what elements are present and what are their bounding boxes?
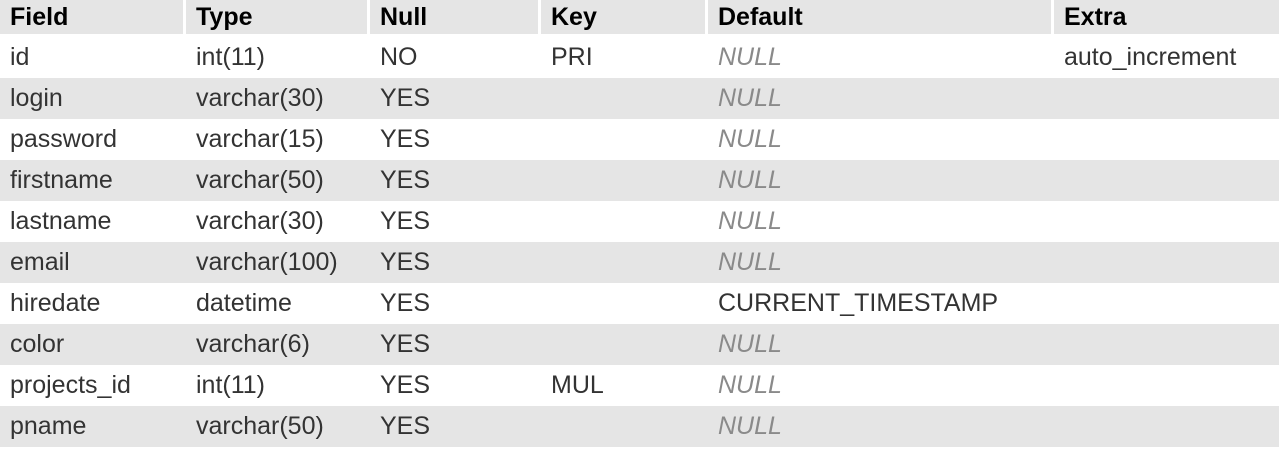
table-row: projects_id int(11) YES MUL NULL xyxy=(0,365,1279,406)
column-header-null: Null xyxy=(370,0,541,37)
cell-extra xyxy=(1054,324,1279,365)
cell-null: YES xyxy=(370,242,541,283)
column-header-default: Default xyxy=(708,0,1054,37)
table-body: id int(11) NO PRI NULL auto_increment login var… xyxy=(0,37,1279,447)
cell-field: pname xyxy=(0,406,186,447)
cell-field: login xyxy=(0,78,186,119)
cell-type: int(11) xyxy=(186,365,370,406)
cell-field: id xyxy=(0,37,186,78)
cell-null: YES xyxy=(370,119,541,160)
column-header-type: Type xyxy=(186,0,370,37)
cell-type: varchar(100) xyxy=(186,242,370,283)
cell-extra xyxy=(1054,242,1279,283)
cell-default: NULL xyxy=(708,365,1054,406)
cell-default: NULL xyxy=(708,242,1054,283)
cell-field: lastname xyxy=(0,201,186,242)
cell-extra xyxy=(1054,365,1279,406)
cell-null: YES xyxy=(370,365,541,406)
cell-type: datetime xyxy=(186,283,370,324)
cell-type: int(11) xyxy=(186,37,370,78)
table-row: email varchar(100) YES NULL xyxy=(0,242,1279,283)
header-row: Field Type Null Key Default Extra xyxy=(0,0,1279,37)
cell-default: NULL xyxy=(708,37,1054,78)
cell-extra xyxy=(1054,283,1279,324)
table-row: lastname varchar(30) YES NULL xyxy=(0,201,1279,242)
cell-null: YES xyxy=(370,78,541,119)
cell-type: varchar(15) xyxy=(186,119,370,160)
cell-key xyxy=(541,406,708,447)
cell-type: varchar(50) xyxy=(186,160,370,201)
cell-key: PRI xyxy=(541,37,708,78)
column-header-key: Key xyxy=(541,0,708,37)
cell-extra xyxy=(1054,201,1279,242)
cell-key xyxy=(541,160,708,201)
table-row: hiredate datetime YES CURRENT_TIMESTAMP xyxy=(0,283,1279,324)
cell-null: YES xyxy=(370,324,541,365)
cell-default: NULL xyxy=(708,119,1054,160)
cell-null: YES xyxy=(370,406,541,447)
cell-default: NULL xyxy=(708,160,1054,201)
cell-extra xyxy=(1054,119,1279,160)
cell-default: NULL xyxy=(708,78,1054,119)
cell-key: MUL xyxy=(541,365,708,406)
cell-key xyxy=(541,119,708,160)
cell-null: YES xyxy=(370,160,541,201)
cell-extra xyxy=(1054,406,1279,447)
cell-default: CURRENT_TIMESTAMP xyxy=(708,283,1054,324)
schema-table: Field Type Null Key Default Extra id int(… xyxy=(0,0,1279,447)
table-row: color varchar(6) YES NULL xyxy=(0,324,1279,365)
cell-field: hiredate xyxy=(0,283,186,324)
cell-key xyxy=(541,242,708,283)
cell-field: firstname xyxy=(0,160,186,201)
cell-type: varchar(50) xyxy=(186,406,370,447)
cell-type: varchar(6) xyxy=(186,324,370,365)
cell-key xyxy=(541,283,708,324)
cell-field: password xyxy=(0,119,186,160)
cell-null: YES xyxy=(370,201,541,242)
cell-type: varchar(30) xyxy=(186,78,370,119)
cell-key xyxy=(541,324,708,365)
cell-default: NULL xyxy=(708,201,1054,242)
column-header-field: Field xyxy=(0,0,186,37)
table-row: password varchar(15) YES NULL xyxy=(0,119,1279,160)
cell-extra xyxy=(1054,160,1279,201)
cell-extra xyxy=(1054,78,1279,119)
cell-field: email xyxy=(0,242,186,283)
cell-key xyxy=(541,78,708,119)
cell-extra: auto_increment xyxy=(1054,37,1279,78)
table-header: Field Type Null Key Default Extra xyxy=(0,0,1279,37)
cell-default: NULL xyxy=(708,406,1054,447)
table-row: id int(11) NO PRI NULL auto_increment xyxy=(0,37,1279,78)
cell-type: varchar(30) xyxy=(186,201,370,242)
cell-field: projects_id xyxy=(0,365,186,406)
table-row: firstname varchar(50) YES NULL xyxy=(0,160,1279,201)
table-row: login varchar(30) YES NULL xyxy=(0,78,1279,119)
column-header-extra: Extra xyxy=(1054,0,1279,37)
cell-default: NULL xyxy=(708,324,1054,365)
cell-field: color xyxy=(0,324,186,365)
cell-null: YES xyxy=(370,283,541,324)
cell-key xyxy=(541,201,708,242)
table-row: pname varchar(50) YES NULL xyxy=(0,406,1279,447)
cell-null: NO xyxy=(370,37,541,78)
